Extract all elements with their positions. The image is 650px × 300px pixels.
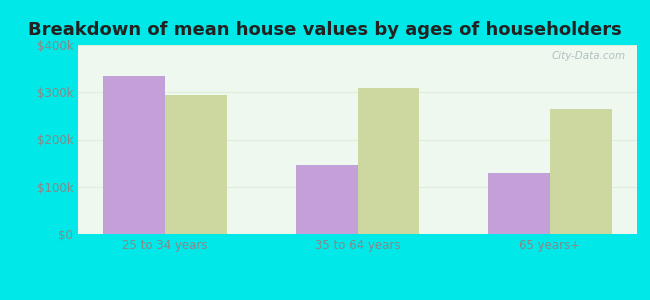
Bar — [296, 166, 358, 234]
Bar — [550, 109, 612, 234]
Legend: Platea, Pennsylvania: Platea, Pennsylvania — [248, 297, 467, 300]
Text: Breakdown of mean house values by ages of householders: Breakdown of mean house values by ages o… — [28, 21, 622, 39]
Bar — [358, 88, 419, 234]
Bar — [165, 94, 227, 234]
Text: City-Data.com: City-Data.com — [552, 51, 626, 61]
Bar — [103, 76, 165, 234]
Bar — [488, 172, 550, 234]
